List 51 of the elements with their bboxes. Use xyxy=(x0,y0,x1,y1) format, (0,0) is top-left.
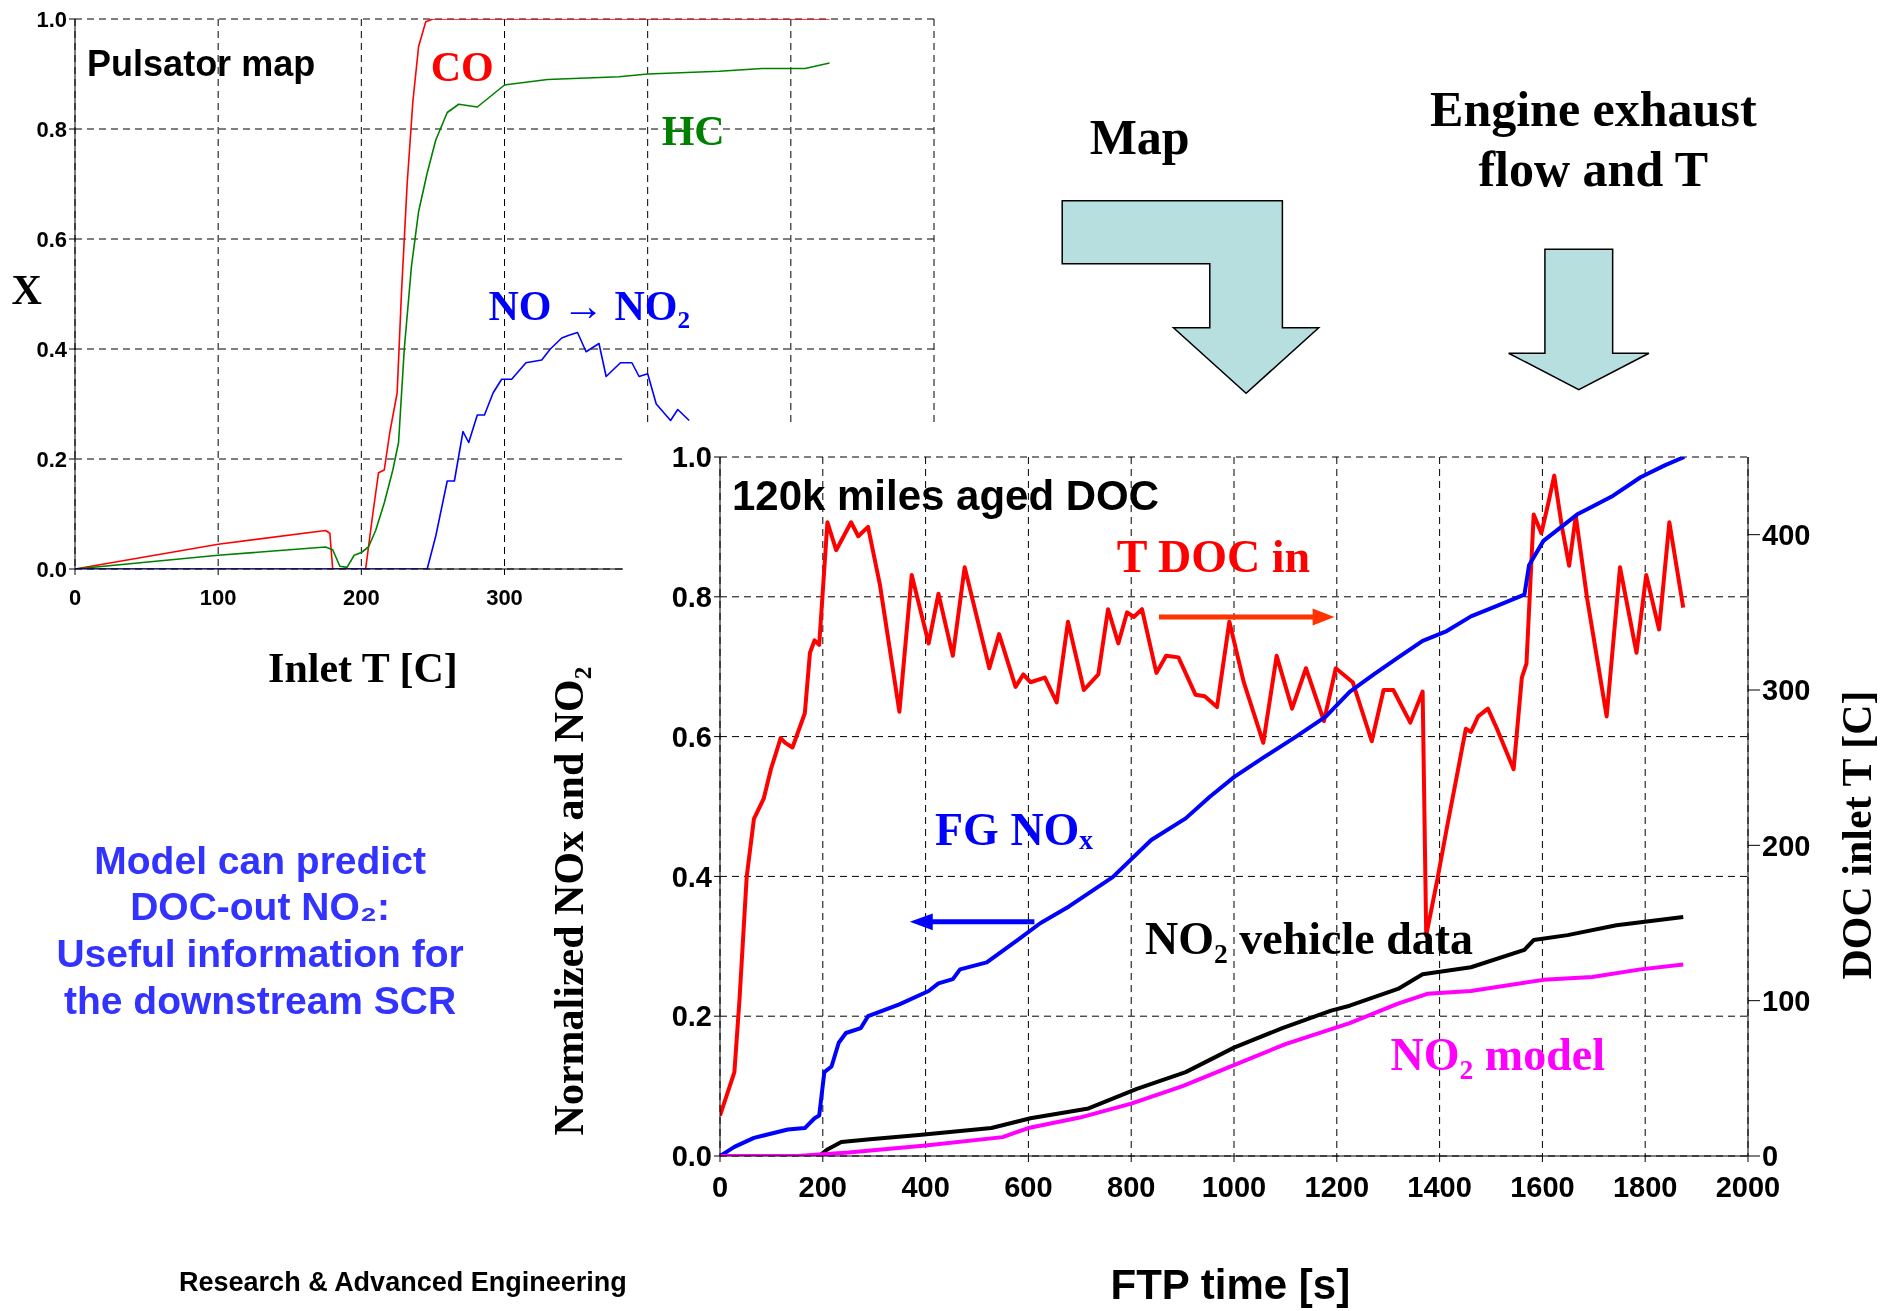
text: Map xyxy=(1089,107,1190,167)
x-tick-label: 300 xyxy=(486,584,523,610)
y-tick-label: 1.0 xyxy=(671,441,712,474)
y-tick-label: 0.4 xyxy=(671,860,712,893)
y-tick-label: 0.8 xyxy=(671,581,712,614)
x-tick-label: 600 xyxy=(1004,1170,1053,1203)
x-tick-label: 400 xyxy=(901,1170,950,1203)
x-tick-label: 0 xyxy=(68,584,82,610)
y-tick-label: 0.6 xyxy=(671,720,712,753)
y2-tick-label: 100 xyxy=(1762,984,1811,1017)
x-tick-label: 1600 xyxy=(1510,1170,1575,1203)
x-tick-label: 1000 xyxy=(1201,1170,1267,1203)
y-tick-label: 0.6 xyxy=(36,226,67,252)
x-axis-title: FTP time [s] xyxy=(1110,1259,1351,1310)
x-tick-label: 2000 xyxy=(1715,1170,1781,1203)
chart-title: 120k miles aged DOC xyxy=(731,470,1160,521)
y2-tick-label: 200 xyxy=(1762,829,1811,862)
y-tick-label: 0.0 xyxy=(671,1140,712,1173)
y-tick-label: 0.2 xyxy=(671,1000,712,1033)
y-tick-label: 0.8 xyxy=(36,116,67,142)
text: Research & Advanced Engineering xyxy=(179,1266,627,1299)
series-label: NO → NO₂ xyxy=(488,281,690,331)
series-label: HC xyxy=(661,106,725,156)
text: Pulsator map xyxy=(87,42,316,86)
x-tick-label: 1200 xyxy=(1304,1170,1370,1203)
y-axis-title: Normalized NOx and NO₂ xyxy=(544,666,593,1136)
y-tick-label: 0.4 xyxy=(36,336,68,362)
x-tick-label: 200 xyxy=(798,1170,847,1203)
y-tick-label: 1.0 xyxy=(36,6,67,32)
series-label: CO xyxy=(430,42,494,92)
y-tick-label: 0.0 xyxy=(36,556,67,582)
y2-tick-label: 0 xyxy=(1762,1140,1779,1173)
x-tick-label: 0 xyxy=(711,1170,729,1203)
y2-tick-label: 300 xyxy=(1762,674,1811,707)
series-label: T DOC in xyxy=(1116,529,1311,584)
y2-axis-title: DOC inlet T [C] xyxy=(1832,690,1881,980)
text: Engine exhaust flow and T xyxy=(1430,80,1757,200)
line-series xyxy=(720,962,1686,1156)
x-tick-label: 100 xyxy=(199,584,237,610)
y-axis-title: X xyxy=(11,266,42,316)
x-tick-label: 200 xyxy=(342,584,380,610)
x-tick-label: 800 xyxy=(1107,1170,1156,1203)
text: Model can predict DOC-out NO₂: Useful information for the downstream SCR xyxy=(56,837,464,1025)
series-label: NO₂ vehicle data xyxy=(1144,912,1474,967)
x-tick-label: 1400 xyxy=(1407,1170,1472,1203)
y2-tick-label: 400 xyxy=(1762,518,1811,551)
series-label: FG NOₓ xyxy=(935,803,1093,858)
series-label: NO₂ model xyxy=(1390,1028,1605,1083)
y-tick-label: 0.2 xyxy=(36,446,67,472)
x-tick-label: 1800 xyxy=(1612,1170,1678,1203)
x-axis-title: Inlet T [C] xyxy=(268,643,458,693)
